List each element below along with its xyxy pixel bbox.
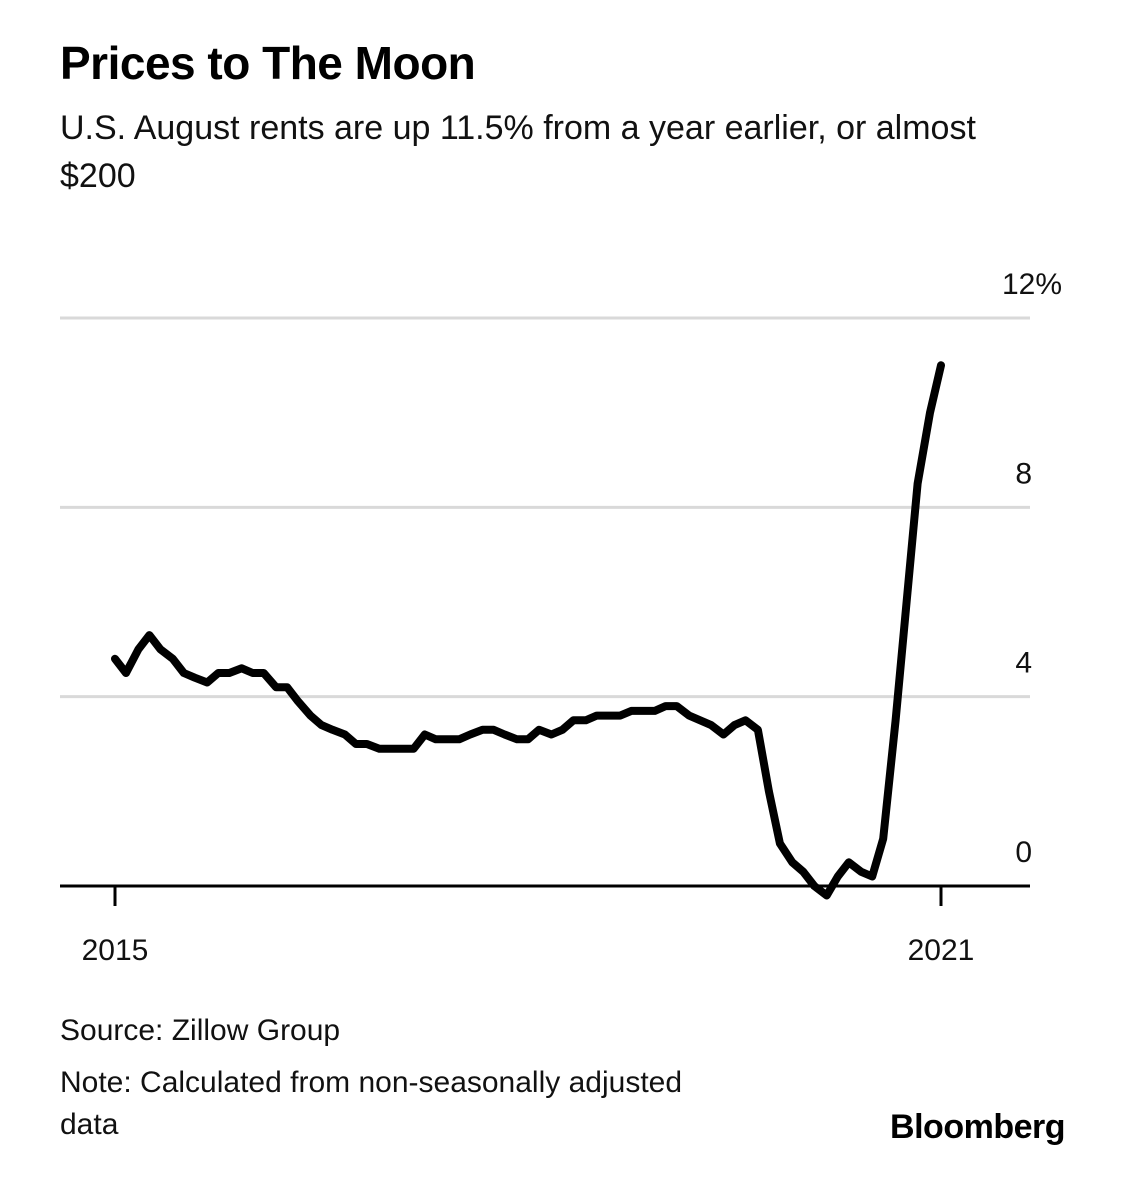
- x-axis: [60, 884, 1030, 906]
- source-note: Source: Zillow Group: [60, 1014, 341, 1047]
- bloomberg-logo: Bloomberg: [890, 1108, 1065, 1146]
- y-tick-label: 8: [1015, 457, 1032, 490]
- methodology-note: Note: Calculated from non-seasonally adj…: [60, 1066, 683, 1141]
- chart-plot: 12% 8 4 0 2015 2021: [60, 268, 1062, 967]
- gridlines: [60, 316, 1030, 699]
- y-tick-label: 0: [1015, 836, 1032, 869]
- chart-subtitle: U.S. August rents are up 11.5% from a ye…: [60, 109, 976, 195]
- x-axis-labels: 2015 2021: [82, 934, 975, 967]
- x-tick-label: 2021: [908, 934, 975, 967]
- y-tick-label: 12%: [1002, 268, 1062, 301]
- y-axis-labels: 12% 8 4 0: [1002, 268, 1062, 869]
- chart-title: Prices to The Moon: [60, 37, 476, 89]
- series-line-0: [111, 361, 945, 900]
- x-tick-label: 2015: [82, 934, 149, 967]
- series-layer: [111, 361, 945, 900]
- y-tick-label: 4: [1015, 647, 1032, 680]
